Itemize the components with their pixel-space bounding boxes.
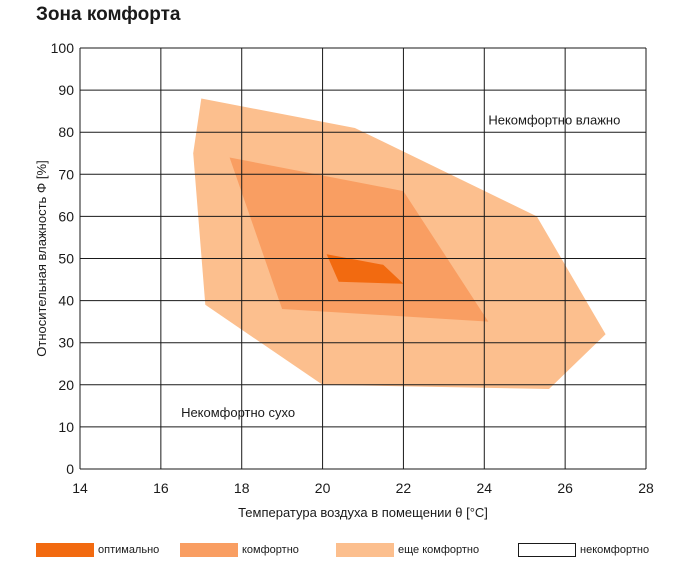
legend-swatch-comfortable (180, 543, 238, 557)
y-tick-label: 50 (58, 251, 74, 267)
annotation-некомфортно-сухо: Некомфортно сухо (181, 405, 295, 420)
y-tick-label: 40 (58, 293, 74, 309)
y-tick-label: 10 (58, 419, 74, 435)
y-axis-label: Относительная влажность Φ [%] (34, 160, 49, 356)
legend-swatch-still-comfortable (336, 543, 394, 557)
x-tick-label: 26 (557, 480, 573, 496)
y-tick-labels: 0 10 20 30 40 50 60 70 80 90 100 (51, 40, 75, 477)
y-tick-label: 70 (58, 166, 74, 182)
grid-lines (79, 47, 647, 470)
zone-regions (193, 98, 606, 389)
x-tick-label: 24 (476, 480, 492, 496)
legend: оптимально комфортно еще комфортно неком… (0, 540, 680, 564)
legend-swatch-uncomfortable (518, 543, 576, 557)
legend-swatch-optimal (36, 543, 94, 557)
region-comfortable (229, 157, 489, 322)
legend-item-still-comfortable: еще комфортно (336, 540, 479, 560)
x-tick-labels: 14 16 18 20 22 24 26 28 (72, 480, 654, 496)
annotation-некомфортно-влажно: Некомфортно влажно (488, 113, 620, 128)
y-tick-label: 100 (51, 40, 75, 56)
legend-item-uncomfortable: некомфортно (518, 540, 649, 560)
x-tick-label: 16 (153, 480, 169, 496)
page-title: Зона комфорта (36, 4, 181, 25)
y-tick-label: 30 (58, 335, 74, 351)
x-axis-label: Температура воздуха в помещении θ [°C] (238, 505, 488, 520)
legend-item-comfortable: комфортно (180, 540, 299, 560)
legend-label-uncomfortable: некомфортно (580, 544, 650, 556)
region-optimal (326, 254, 404, 284)
x-tick-label: 22 (396, 480, 412, 496)
y-tick-label: 20 (58, 377, 74, 393)
y-tick-label: 80 (58, 124, 74, 140)
y-tick-label: 90 (58, 82, 74, 98)
legend-label-still-comfortable: еще комфортно (398, 544, 480, 556)
x-tick-label: 14 (72, 480, 88, 496)
comfort-zone-chart: 14 16 18 20 22 24 26 28 0102030405060708090100 … (34, 40, 654, 520)
legend-label-comfortable: комфортно (242, 544, 299, 556)
x-tick-label: 20 (315, 480, 331, 496)
annotations: Некомфортно влажно Некомфортно сухо (181, 113, 620, 421)
x-tick-label: 28 (638, 480, 654, 496)
y-tick-label: 0 (66, 461, 74, 477)
y-tick-label: 60 (58, 208, 74, 224)
x-tick-label: 18 (234, 480, 250, 496)
legend-label-optimal: оптимально (98, 544, 160, 556)
legend-item-optimal: оптимально (36, 540, 159, 560)
